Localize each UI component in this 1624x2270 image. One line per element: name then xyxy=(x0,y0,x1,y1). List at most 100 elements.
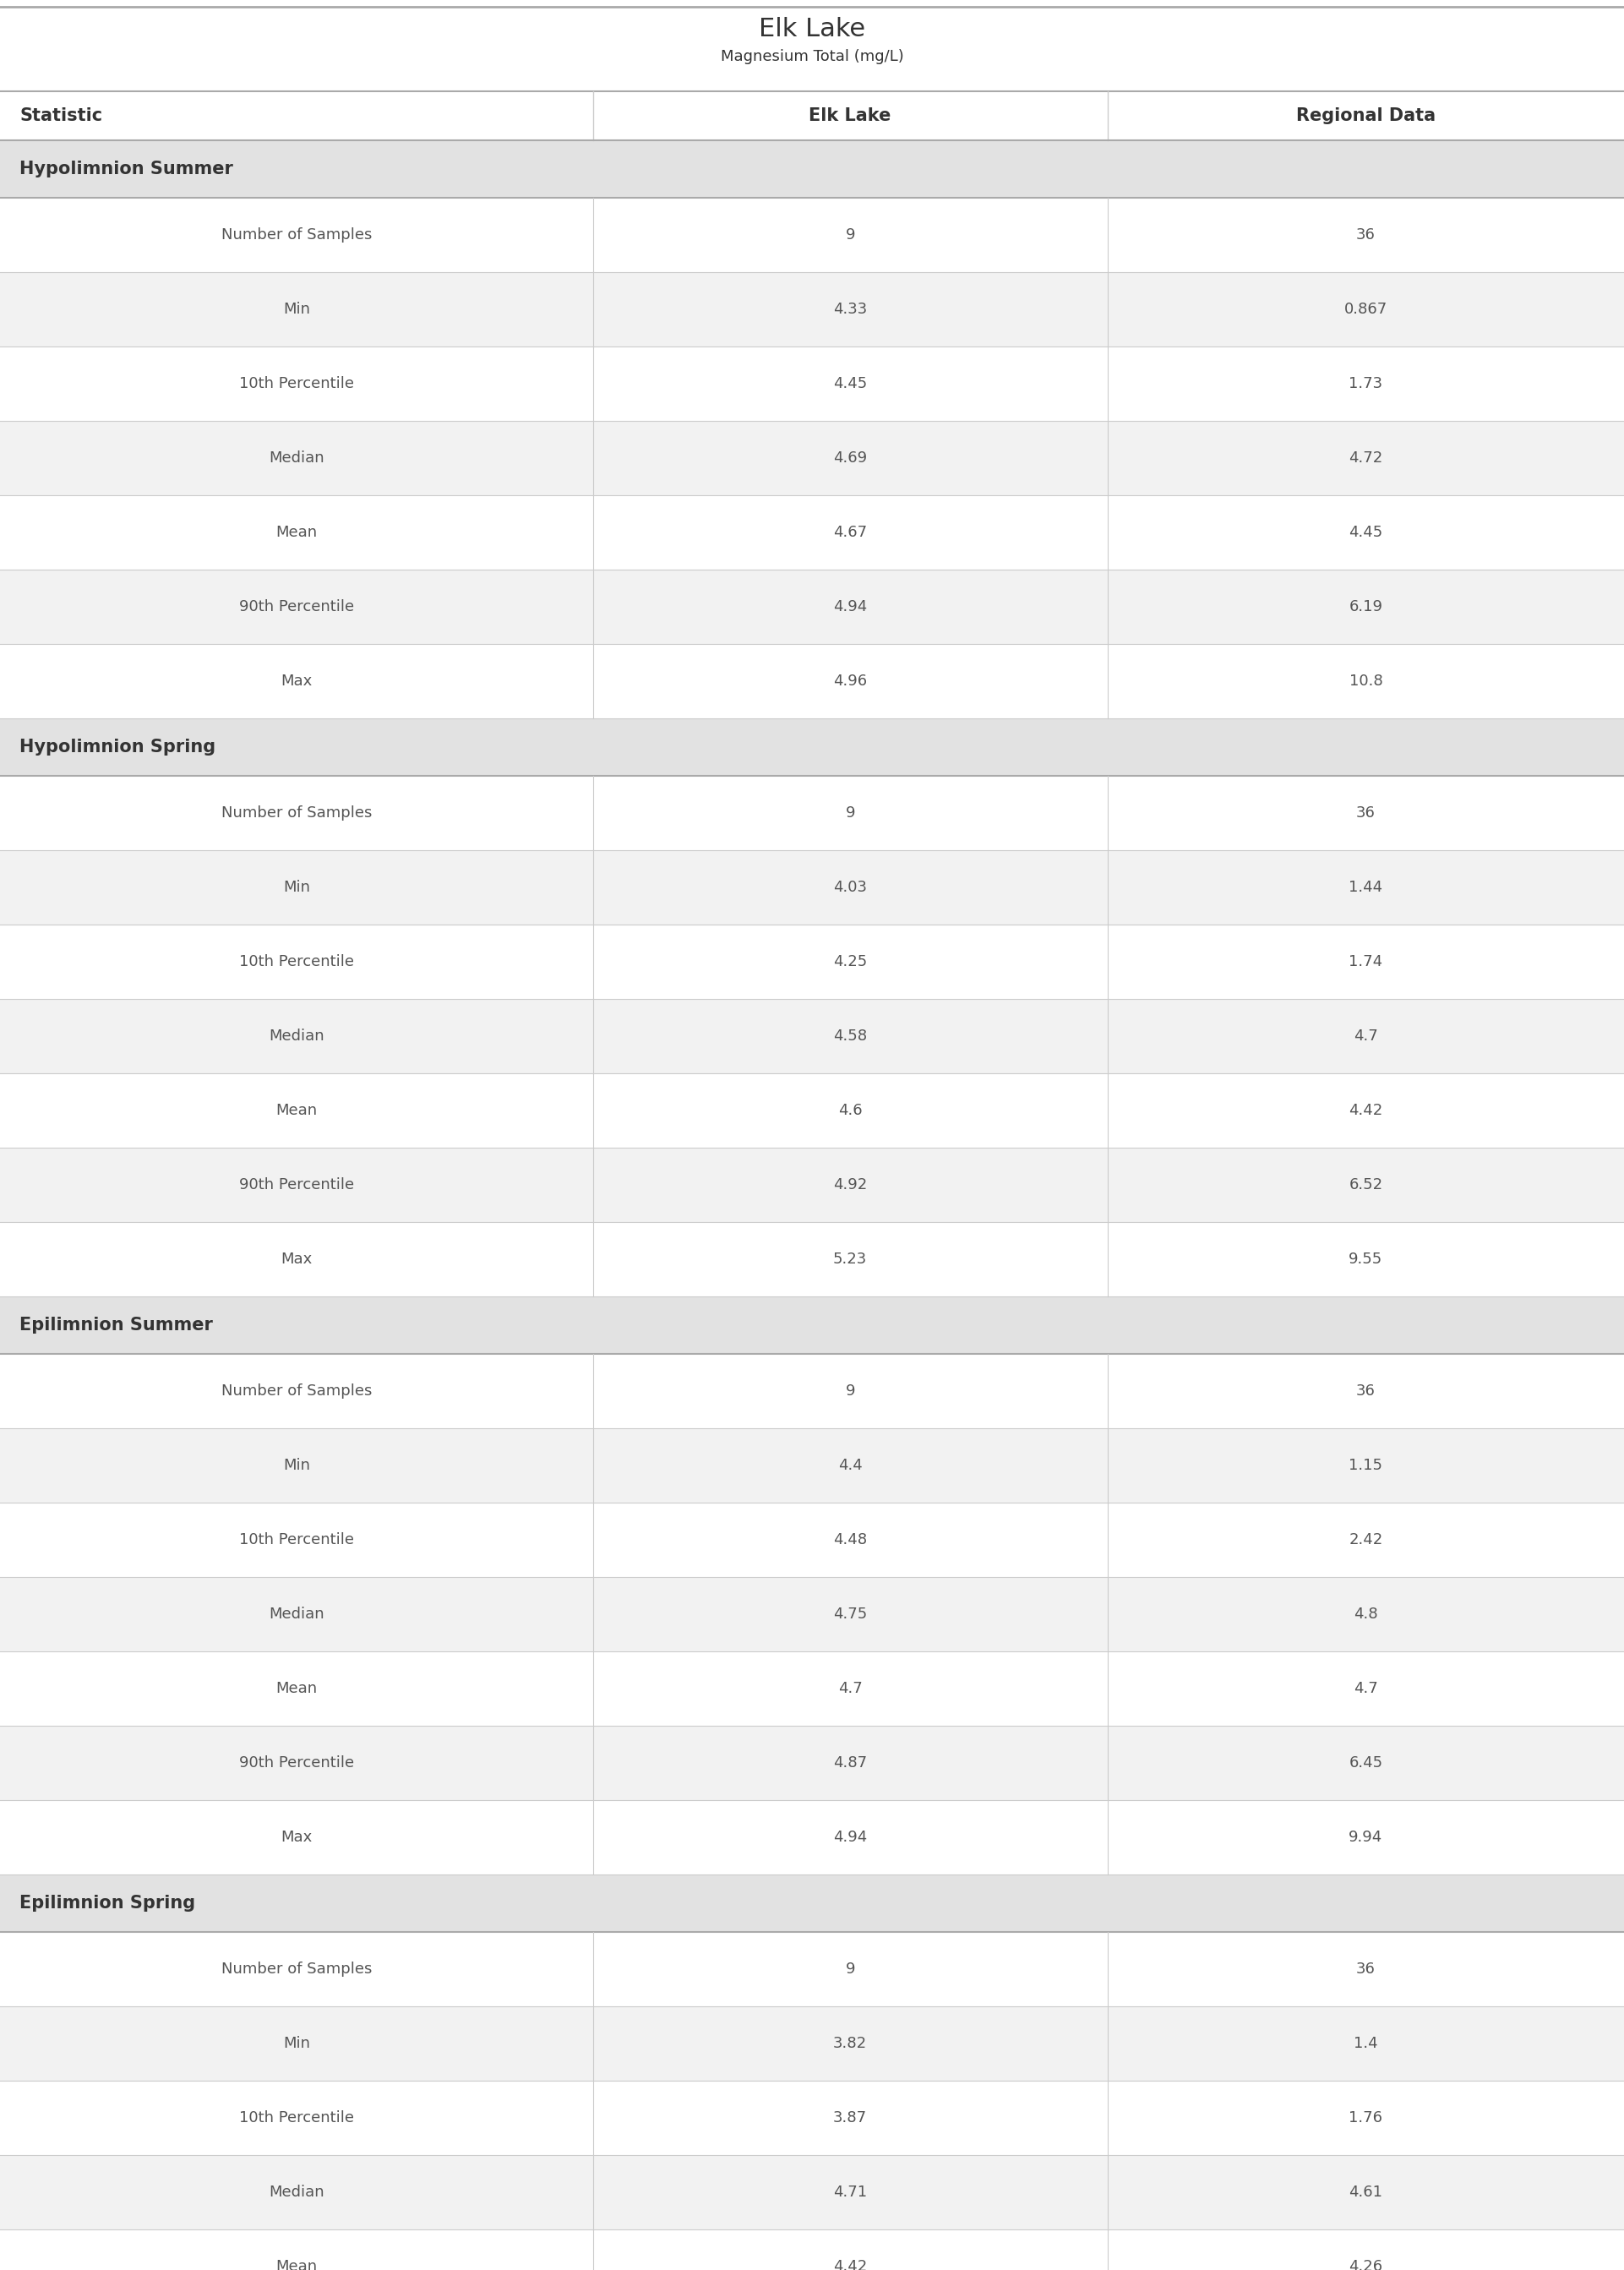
Text: 4.25: 4.25 xyxy=(833,953,867,969)
Text: 3.82: 3.82 xyxy=(833,2036,867,2052)
Bar xyxy=(0,1578,1624,1650)
Bar xyxy=(0,91,1624,141)
Text: Epilimnion Spring: Epilimnion Spring xyxy=(19,1895,195,1911)
Text: 9: 9 xyxy=(846,806,854,822)
Text: Mean: Mean xyxy=(276,1103,317,1119)
Text: 4.71: 4.71 xyxy=(833,2184,867,2200)
Bar xyxy=(0,1503,1624,1578)
Text: Median: Median xyxy=(268,2184,325,2200)
Text: Epilimnion Summer: Epilimnion Summer xyxy=(19,1317,213,1332)
Text: 9: 9 xyxy=(846,227,854,243)
Text: Magnesium Total (mg/L): Magnesium Total (mg/L) xyxy=(721,50,903,64)
Bar xyxy=(0,1800,1624,1875)
Text: 9.94: 9.94 xyxy=(1350,1830,1382,1846)
Text: Mean: Mean xyxy=(276,1682,317,1696)
Bar xyxy=(0,1725,1624,1800)
Text: 4.7: 4.7 xyxy=(1354,1682,1377,1696)
Text: Number of Samples: Number of Samples xyxy=(221,1382,372,1398)
Bar xyxy=(0,1296,1624,1353)
Text: 90th Percentile: 90th Percentile xyxy=(239,1755,354,1771)
Text: 4.4: 4.4 xyxy=(838,1457,862,1473)
Bar xyxy=(0,495,1624,570)
Text: Min: Min xyxy=(283,302,310,318)
Text: 36: 36 xyxy=(1356,1961,1376,1977)
Bar xyxy=(0,1074,1624,1149)
Text: Statistic: Statistic xyxy=(19,107,102,125)
Text: 9: 9 xyxy=(846,1382,854,1398)
Text: 6.19: 6.19 xyxy=(1350,599,1382,615)
Text: 2.42: 2.42 xyxy=(1350,1532,1382,1548)
Bar xyxy=(0,1353,1624,1428)
Text: 36: 36 xyxy=(1356,806,1376,822)
Text: Number of Samples: Number of Samples xyxy=(221,227,372,243)
Text: 36: 36 xyxy=(1356,1382,1376,1398)
Text: 4.48: 4.48 xyxy=(833,1532,867,1548)
Text: 4.58: 4.58 xyxy=(833,1028,867,1044)
Text: 1.4: 1.4 xyxy=(1354,2036,1377,2052)
Text: 9: 9 xyxy=(846,1961,854,1977)
Text: 6.52: 6.52 xyxy=(1350,1178,1382,1192)
Bar xyxy=(0,776,1624,851)
Text: 4.42: 4.42 xyxy=(1350,1103,1382,1119)
Bar xyxy=(0,851,1624,924)
Bar xyxy=(0,2229,1624,2270)
Text: 4.45: 4.45 xyxy=(1350,524,1382,540)
Bar xyxy=(0,645,1624,717)
Text: 10.8: 10.8 xyxy=(1350,674,1382,688)
Text: Mean: Mean xyxy=(276,524,317,540)
Text: 4.6: 4.6 xyxy=(838,1103,862,1119)
Text: 1.74: 1.74 xyxy=(1350,953,1382,969)
Text: Max: Max xyxy=(281,674,312,688)
Text: Min: Min xyxy=(283,881,310,894)
Text: Elk Lake: Elk Lake xyxy=(758,16,866,41)
Text: 0.867: 0.867 xyxy=(1345,302,1387,318)
Bar xyxy=(0,420,1624,495)
Bar xyxy=(0,1149,1624,1221)
Bar xyxy=(0,272,1624,347)
Text: 4.42: 4.42 xyxy=(833,2259,867,2270)
Bar xyxy=(0,924,1624,999)
Text: 4.94: 4.94 xyxy=(833,1830,867,1846)
Text: 10th Percentile: 10th Percentile xyxy=(239,2111,354,2125)
Text: Number of Samples: Number of Samples xyxy=(221,1961,372,1977)
Text: 9.55: 9.55 xyxy=(1350,1251,1382,1267)
Text: Regional Data: Regional Data xyxy=(1296,107,1436,125)
Text: 90th Percentile: 90th Percentile xyxy=(239,1178,354,1192)
Text: 4.7: 4.7 xyxy=(1354,1028,1377,1044)
Text: Hypolimnion Summer: Hypolimnion Summer xyxy=(19,161,234,177)
Text: 1.15: 1.15 xyxy=(1350,1457,1382,1473)
Text: 4.67: 4.67 xyxy=(833,524,867,540)
Text: Number of Samples: Number of Samples xyxy=(221,806,372,822)
Bar xyxy=(0,2082,1624,2154)
Bar xyxy=(0,1428,1624,1503)
Text: 36: 36 xyxy=(1356,227,1376,243)
Bar xyxy=(0,1221,1624,1296)
Text: Min: Min xyxy=(283,1457,310,1473)
Text: 4.75: 4.75 xyxy=(833,1607,867,1621)
Text: Min: Min xyxy=(283,2036,310,2052)
Text: 4.7: 4.7 xyxy=(838,1682,862,1696)
Text: Max: Max xyxy=(281,1830,312,1846)
Text: 4.26: 4.26 xyxy=(1350,2259,1382,2270)
Text: Max: Max xyxy=(281,1251,312,1267)
Bar xyxy=(0,717,1624,776)
Text: 4.96: 4.96 xyxy=(833,674,867,688)
Text: 1.44: 1.44 xyxy=(1350,881,1382,894)
Text: 10th Percentile: 10th Percentile xyxy=(239,377,354,390)
Text: 10th Percentile: 10th Percentile xyxy=(239,953,354,969)
Text: 4.45: 4.45 xyxy=(833,377,867,390)
Text: 1.73: 1.73 xyxy=(1350,377,1382,390)
Text: 4.92: 4.92 xyxy=(833,1178,867,1192)
Text: 90th Percentile: 90th Percentile xyxy=(239,599,354,615)
Text: 4.33: 4.33 xyxy=(833,302,867,318)
Text: 6.45: 6.45 xyxy=(1350,1755,1382,1771)
Text: 4.72: 4.72 xyxy=(1350,449,1382,465)
Text: Elk Lake: Elk Lake xyxy=(809,107,892,125)
Text: Mean: Mean xyxy=(276,2259,317,2270)
Text: 4.8: 4.8 xyxy=(1354,1607,1377,1621)
Text: 3.87: 3.87 xyxy=(833,2111,867,2125)
Text: 4.87: 4.87 xyxy=(833,1755,867,1771)
Bar xyxy=(0,197,1624,272)
Bar xyxy=(0,1932,1624,2007)
Text: Median: Median xyxy=(268,1028,325,1044)
